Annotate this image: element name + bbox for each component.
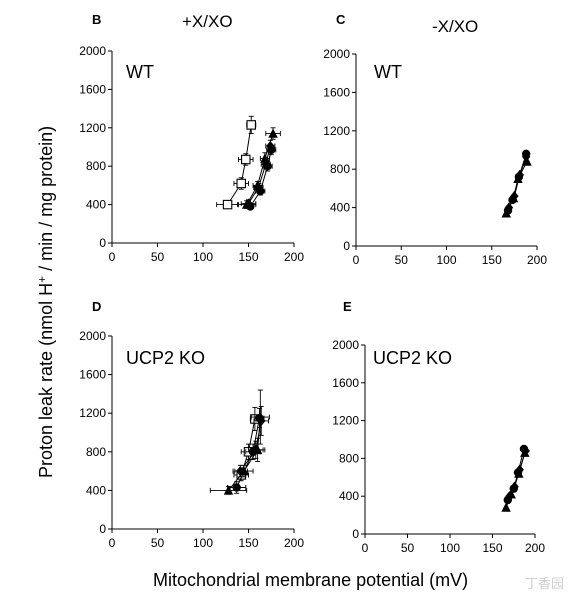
panel-genotype-label: WT [374, 62, 402, 82]
x-tick-label: 200 [284, 536, 304, 550]
x-tick-label: 0 [362, 541, 369, 555]
x-axis-title: Mitochondrial membrane potential (mV) [153, 570, 468, 590]
y-tick-label: 800 [330, 162, 350, 176]
x-tick-label: 150 [238, 536, 258, 550]
data-point-open-square [246, 120, 256, 130]
x-tick-label: 150 [482, 253, 502, 267]
y-tick-label: 400 [86, 483, 106, 497]
x-tick-label: 0 [353, 253, 360, 267]
y-tick-label: 2000 [332, 338, 359, 352]
series-line [248, 145, 271, 204]
panel-letter: B [92, 12, 101, 27]
x-tick-label: 200 [525, 541, 545, 555]
data-point-filled-triangle [223, 485, 234, 495]
series-line [505, 161, 528, 214]
x-tick-label: 200 [527, 253, 547, 267]
data-point-filled-triangle [255, 411, 266, 422]
data-point-filled-triangle [520, 447, 530, 457]
y-axis-title-tail: / min / mg protein) [36, 126, 56, 276]
series-line [228, 417, 261, 491]
y-tick-label: 0 [99, 236, 106, 250]
y-tick-label: 400 [330, 201, 350, 215]
y-tick-label: 2000 [323, 47, 350, 61]
x-tick-label: 50 [151, 250, 165, 264]
x-tick-label: 150 [238, 250, 258, 264]
y-tick-label: 1600 [323, 85, 350, 99]
y-tick-label: 400 [339, 489, 359, 503]
data-point-filled-circle [232, 483, 241, 492]
data-point-filled-triangle [522, 156, 532, 166]
x-tick-label: 100 [436, 253, 456, 267]
x-tick-label: 150 [482, 541, 502, 555]
x-tick-label: 0 [109, 536, 116, 550]
y-tick-label: 0 [343, 239, 350, 253]
panel-genotype-label: UCP2 KO [373, 348, 452, 368]
watermark-text: 丁香园 [525, 576, 564, 591]
series-line [246, 133, 274, 205]
data-point-filled-triangle [252, 444, 263, 455]
y-tick-label: 800 [339, 451, 359, 465]
y-tick-label: 1200 [323, 124, 350, 138]
y-axis-title-superscript: + [35, 276, 49, 283]
column-title-left: +X/XO [182, 12, 233, 31]
data-point-filled-triangle [514, 468, 524, 478]
data-point-filled-triangle [513, 173, 523, 183]
data-point-filled-triangle [241, 199, 252, 209]
y-tick-label: 1200 [79, 406, 106, 420]
x-tick-label: 100 [440, 541, 460, 555]
series-line [505, 452, 526, 508]
y-axis-title: Proton leak rate (nmol H+ / min / mg pro… [35, 126, 56, 478]
y-tick-label: 2000 [79, 44, 106, 58]
x-tick-label: 100 [193, 536, 213, 550]
panel-letter: D [92, 299, 101, 314]
panel-genotype-label: WT [126, 62, 154, 82]
data-point-filled-triangle [268, 128, 278, 138]
data-point-filled-triangle [501, 502, 511, 512]
panel-genotype-label: UCP2 KO [126, 348, 205, 368]
series-line [227, 124, 252, 205]
data-point-filled-triangle [260, 153, 270, 163]
x-tick-label: 200 [284, 250, 304, 264]
y-tick-label: 0 [99, 522, 106, 536]
data-point-filled-triangle [239, 465, 249, 476]
y-tick-label: 400 [86, 198, 106, 212]
data-point-open-square [241, 154, 251, 165]
x-tick-label: 50 [401, 541, 415, 555]
panel-letter: C [336, 12, 346, 27]
data-point-filled-triangle [508, 192, 519, 203]
x-tick-label: 50 [395, 253, 409, 267]
data-point-open-square [222, 199, 233, 210]
y-tick-label: 2000 [79, 329, 106, 343]
x-tick-label: 0 [109, 250, 116, 264]
y-axis-title-main: Proton leak rate (nmol H [36, 283, 56, 478]
data-point-filled-triangle [252, 180, 263, 190]
y-tick-label: 1200 [332, 414, 359, 428]
y-tick-label: 800 [86, 159, 106, 173]
data-point-filled-triangle [506, 489, 516, 499]
column-title-right: -X/XO [432, 17, 478, 36]
panel-letter: E [343, 299, 352, 314]
y-tick-label: 1600 [79, 368, 106, 382]
data-point-filled-triangle [501, 208, 511, 218]
y-tick-label: 800 [86, 445, 106, 459]
y-tick-label: 1600 [79, 82, 106, 96]
y-tick-label: 1600 [332, 376, 359, 390]
y-tick-label: 0 [352, 527, 359, 541]
data-point-open-square [236, 178, 246, 189]
y-tick-label: 1200 [79, 121, 106, 135]
x-tick-label: 100 [193, 250, 213, 264]
x-tick-label: 50 [151, 536, 165, 550]
